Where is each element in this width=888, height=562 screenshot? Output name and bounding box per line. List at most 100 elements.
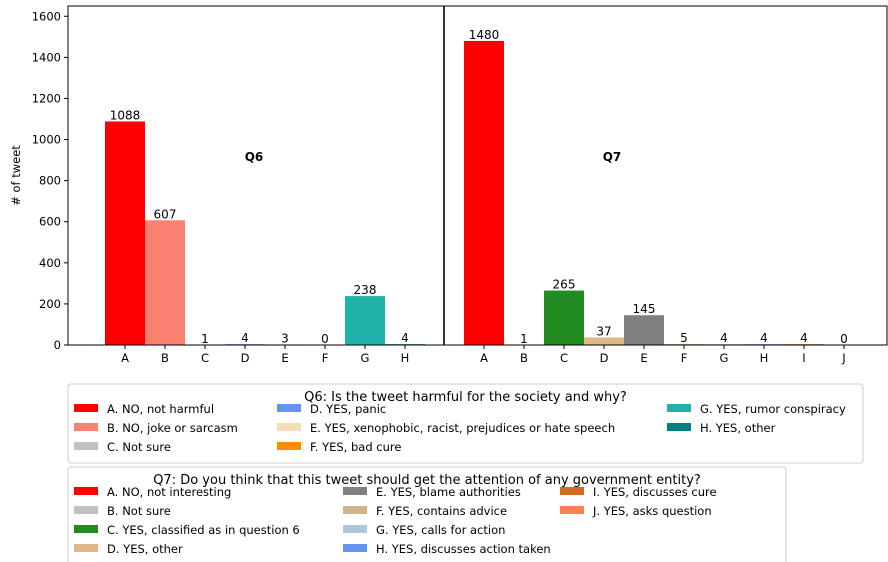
data-label: 0 [321,332,329,346]
data-label: 4 [241,331,249,345]
bar-q7-e [624,315,664,345]
legend-entry: C. YES, classified as in question 6 [107,523,300,537]
y-tick-label: 1400 [32,50,61,64]
legend-entry: H. YES, discusses action taken [376,542,551,556]
x-tick-label: D [600,351,609,365]
data-label: 1088 [110,108,141,122]
panel-label: Q6 [245,150,264,164]
legend-swatch [74,506,98,514]
data-label: 37 [596,324,611,338]
legend-swatch [343,525,367,533]
y-tick-label: 200 [39,297,61,311]
legend-entry: A. NO, not harmful [107,402,214,416]
legend-swatch [343,506,367,514]
data-label: 4 [760,331,768,345]
y-tick-label: 800 [39,174,61,188]
legend-swatch [560,487,584,495]
x-tick-label: B [161,351,169,365]
x-tick-label: G [720,351,729,365]
legend-entry: D. YES, other [107,542,183,556]
x-tick-label: C [560,351,568,365]
y-tick-label: 1600 [32,9,61,23]
x-tick-label: E [281,351,288,365]
data-label: 145 [633,302,656,316]
y-tick-label: 1200 [32,91,61,105]
legend-swatch [74,442,98,450]
legend-title: Q7: Do you think that this tweet should … [153,473,701,488]
data-label: 4 [401,331,409,345]
bar-q7-f [664,343,704,345]
legend-frame [67,466,787,562]
x-tick-label: A [121,351,129,365]
data-label: 1 [201,332,209,346]
bar-q7-a [464,40,504,345]
legend-swatch [277,442,301,450]
legend-entry: B. Not sure [107,504,171,518]
bar-q6-g [345,296,385,345]
legend-swatch [74,487,98,495]
x-tick-label: B [520,351,528,365]
legend-entry: I. YES, discusses cure [593,485,717,499]
bar-q7-d [584,337,624,345]
data-label: 1480 [469,28,500,42]
legend-entry: B. NO, joke or sarcasm [107,421,238,435]
bar-q6-b [145,220,185,345]
y-tick-label: 600 [39,215,61,229]
legend-frame [67,383,864,464]
legend-q7: Q7: Do you think that this tweet should … [67,466,787,562]
y-axis-label: # of tweet [9,145,23,206]
data-label: 265 [553,278,576,292]
data-label: 4 [720,331,728,345]
x-tick-label: H [760,351,769,365]
legend-swatch [277,423,301,431]
legend-swatch [74,423,98,431]
plot-area: 0 200 400 600 800 1000 1200 1400 1600 # of tweet 1… [9,5,888,365]
data-label: 5 [680,331,688,345]
legend-swatch [343,487,367,495]
legend-entry: J. YES, asks question [592,504,712,518]
legend-entry: F. YES, contains advice [376,504,507,518]
data-label: 1 [520,332,528,346]
legend-swatch [667,423,691,431]
data-label: 607 [154,207,177,221]
x-tick-label: J [841,351,845,365]
x-tick-label: H [401,351,410,365]
legend-swatch [343,544,367,552]
data-label: 238 [354,283,377,297]
legend-swatch [74,544,98,552]
data-label: 4 [800,331,808,345]
legend-q6: Q6: Is the tweet harmful for the society… [67,383,864,464]
data-label: 3 [281,331,289,345]
legend-entry: E. YES, blame authorities [376,485,521,499]
x-tick-label: G [361,351,370,365]
y-tick-label: 400 [39,256,61,270]
panel-q7: 1480 A 1 B 265 C 37 D 145 E 5 F 4 G 4 H 4 I 0 J Q7 [464,28,848,365]
legend-entry: F. YES, bad cure [310,440,401,454]
bar-q6-a [105,121,145,345]
data-label: 0 [840,332,848,346]
x-tick-label: E [640,351,647,365]
legend-entry: E. YES, xenophobic, racist, prejudices o… [310,421,615,435]
bar-q7-c [544,290,584,345]
legend-entry: C. Not sure [107,440,171,454]
x-tick-label: C [201,351,209,365]
x-tick-label: I [802,351,805,365]
panel-label: Q7 [603,150,622,164]
legend-swatch [74,525,98,533]
x-tick-label: F [322,351,329,365]
x-tick-label: A [480,351,488,365]
legend-entry: A. NO, not interesting [107,485,231,499]
legend-entry: D. YES, panic [310,402,386,416]
legend-swatch [560,506,584,514]
legend-entry: H. YES, other [700,421,776,435]
legend-swatch [667,404,691,412]
legend-entry: G. YES, calls for action [376,523,505,537]
x-tick-label: D [241,351,250,365]
x-tick-label: F [681,351,688,365]
legend-title: Q6: Is the tweet harmful for the society… [304,390,627,405]
legend-entry: G. YES, rumor conspiracy [700,402,846,416]
axes-frame [67,5,888,346]
legend-swatch [277,404,301,412]
y-tick-label: 1000 [32,133,61,147]
